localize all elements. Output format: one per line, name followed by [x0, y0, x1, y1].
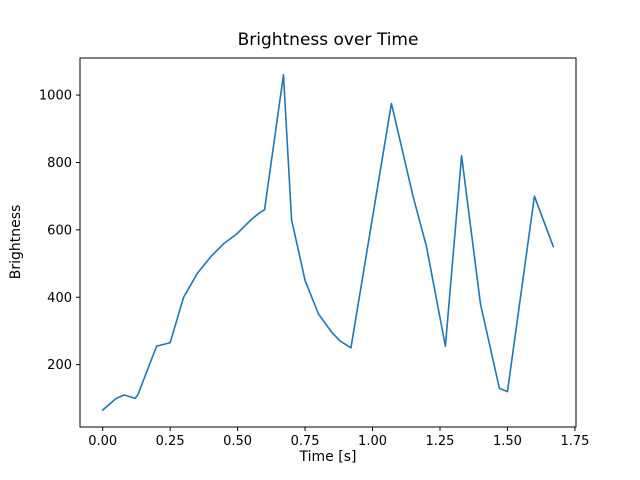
x-tick-label: 0.00 [88, 434, 117, 449]
data-line-brightness [101, 74, 555, 411]
x-tick-label: 0.50 [223, 434, 252, 449]
x-tick-label: 0.25 [156, 434, 185, 449]
y-tick-label: 600 [47, 223, 72, 238]
x-axis-label: Time [s] [299, 449, 357, 465]
x-tick-label: 1.00 [358, 434, 387, 449]
x-tick-label: 1.50 [493, 434, 522, 449]
x-tick-label: 1.75 [560, 434, 589, 449]
y-tick-label: 200 [47, 358, 72, 373]
x-tick-label: 1.25 [426, 434, 455, 449]
y-tick-label: 400 [47, 291, 72, 306]
y-tick-label: 1000 [39, 89, 72, 104]
y-tick-label: 800 [47, 156, 72, 171]
y-axis-label: Brightness [8, 204, 24, 280]
chart-title: Brightness over Time [237, 30, 419, 50]
axes-spines [79, 57, 577, 428]
x-tick-label: 0.75 [291, 434, 320, 449]
